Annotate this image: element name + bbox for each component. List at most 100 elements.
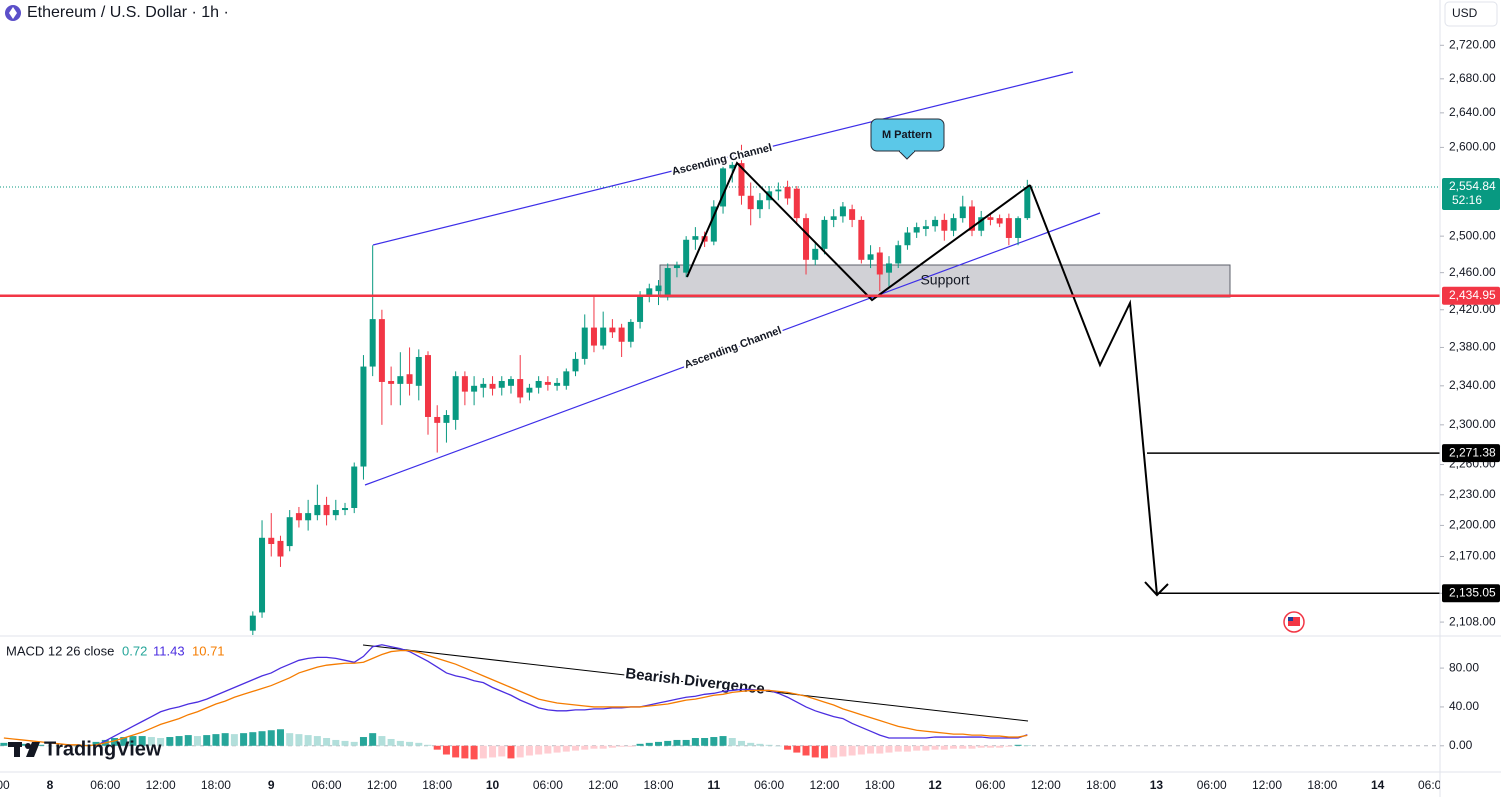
histogram-bar <box>433 745 441 750</box>
indicator-title: MACD 12 26 close <box>6 643 114 658</box>
y-tick-label: 2,170.00 <box>1449 549 1496 563</box>
candle-body <box>1005 218 1012 238</box>
x-tick-label: 06:00 <box>533 778 563 792</box>
histogram-bar <box>544 745 552 754</box>
candle-body <box>471 385 478 392</box>
logo-mark <box>26 742 40 757</box>
histogram-bar <box>599 745 607 749</box>
candle-body <box>600 327 607 346</box>
candle-body <box>342 507 349 511</box>
channel-line <box>364 212 1101 486</box>
x-tick-label: 06:00 <box>1418 778 1448 792</box>
histogram-bar <box>332 739 340 746</box>
histogram-bar <box>572 745 580 751</box>
y-tick-label: 2,500.00 <box>1449 228 1496 242</box>
histogram-bar <box>498 745 506 757</box>
candle-body <box>996 218 1003 224</box>
candle-body <box>452 376 459 420</box>
histogram-bar <box>479 745 487 759</box>
candle-body <box>803 218 810 260</box>
channel-line <box>372 71 1074 246</box>
candle-body <box>305 513 312 521</box>
histogram-bar <box>867 745 875 754</box>
y-tick-label: 2,640.00 <box>1449 105 1496 119</box>
histogram-bar <box>608 745 616 748</box>
histogram-bar <box>516 745 524 758</box>
x-tick-label: 12:00 <box>1252 778 1282 792</box>
candle-body <box>950 218 957 231</box>
candle-body <box>609 327 616 333</box>
symbol-title[interactable]: Ethereum / U.S. Dollar · 1h · <box>27 4 229 21</box>
candle-body <box>978 217 985 231</box>
histogram-bar <box>64 745 72 747</box>
histogram-bar <box>931 745 939 750</box>
x-tick-label: 18:00 <box>422 778 452 792</box>
candle-body <box>849 209 856 220</box>
candle-body <box>480 383 487 388</box>
histogram-bar <box>74 745 82 747</box>
candle-body <box>517 379 524 398</box>
m-pattern <box>686 161 1031 302</box>
candle-body <box>461 376 468 392</box>
histogram-bar <box>111 738 119 746</box>
histogram-bar <box>747 742 755 746</box>
candle-body <box>895 245 902 264</box>
histogram-bar <box>784 745 792 750</box>
last-price-box <box>1442 178 1500 211</box>
candle-body <box>867 254 874 260</box>
candle-body <box>415 356 422 386</box>
flag-canton <box>1288 617 1293 621</box>
indicator-line <box>3 649 1028 747</box>
histogram-bar <box>378 736 386 746</box>
candle-body <box>858 219 865 260</box>
macd-pane <box>0 644 1440 760</box>
candle-body <box>987 217 994 220</box>
candle-body <box>664 268 671 296</box>
histogram-bar <box>138 736 146 746</box>
candle-body <box>360 366 367 467</box>
histogram-bar <box>535 745 543 755</box>
currency-button[interactable] <box>1444 1 1498 27</box>
histogram-bar <box>1005 745 1013 747</box>
price-label: 2,135.05 <box>1449 585 1496 599</box>
candle-body <box>498 380 505 388</box>
symbol-icon-mark <box>9 7 17 19</box>
histogram-bar <box>221 733 229 746</box>
brand-name[interactable]: TradingView <box>44 738 162 760</box>
x-tick-label: 12:00 <box>1031 778 1061 792</box>
candle-body <box>775 189 782 192</box>
y-tick-label: 2,230.00 <box>1449 487 1496 501</box>
histogram-bar <box>230 734 238 746</box>
histogram-bar <box>258 731 266 746</box>
candle-body <box>249 615 256 631</box>
histogram-bar <box>996 745 1004 748</box>
candles <box>249 144 1031 635</box>
y-tick-label: 2,460.00 <box>1449 265 1496 279</box>
flag-icon <box>1288 617 1300 626</box>
legend-value: 11.43 <box>153 643 185 658</box>
histogram-bar <box>839 745 847 757</box>
histogram-bar <box>701 738 709 746</box>
x-tick-label: 18:00 <box>643 778 673 792</box>
candle-body <box>812 248 819 260</box>
candle-body <box>637 295 644 322</box>
candle-body <box>959 206 966 219</box>
histogram-bar <box>830 745 838 758</box>
histogram-bar <box>350 741 358 746</box>
histogram-bar <box>811 745 819 758</box>
candle-body <box>692 236 699 240</box>
y-tick-label: 2,680.00 <box>1449 71 1496 85</box>
histogram-bar <box>848 745 856 756</box>
histogram-bar <box>313 736 321 746</box>
x-tick-label: 9 <box>268 778 275 792</box>
histogram-bar <box>728 738 736 746</box>
candle-body <box>378 319 385 382</box>
candle-body <box>323 504 330 516</box>
candle-body <box>295 513 302 521</box>
x-tick-label: 18:00 <box>201 778 231 792</box>
support-label: Support <box>920 272 969 288</box>
histogram-bar <box>977 745 985 748</box>
histogram-bar <box>286 733 294 746</box>
candle-body <box>941 219 948 231</box>
histogram-bar <box>276 729 284 746</box>
